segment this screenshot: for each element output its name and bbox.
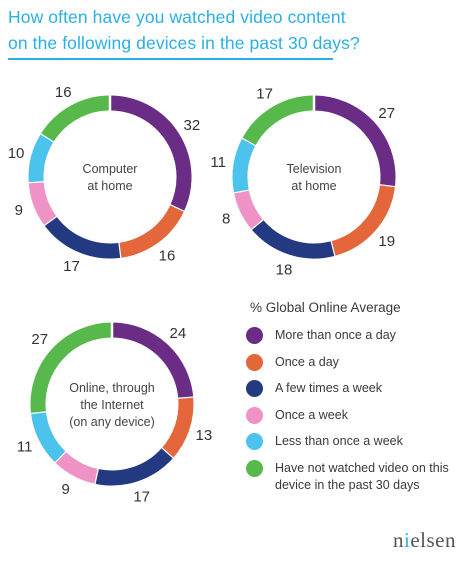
legend-swatch [246, 433, 263, 451]
donut-chart: 24 13 17 9 11 27 Online, through the Internet (o… [17, 321, 213, 505]
legend-swatch [246, 459, 263, 477]
donut-center-label: at home [87, 179, 132, 193]
slice-value-label: 24 [170, 325, 187, 342]
slice-value-label: 18 [276, 261, 293, 278]
donut-center-label: Online, through [69, 381, 155, 395]
legend-item: Less than once a week [246, 433, 471, 451]
slice-value-label: 9 [15, 202, 23, 219]
donut-center-label: Television [287, 162, 342, 176]
legend-label: A few times a week [275, 381, 382, 396]
legend-label: Have not watched video on this device in… [275, 460, 449, 492]
slice-value-label: 16 [55, 84, 72, 101]
donut-slice [233, 189, 263, 229]
donut-slice [242, 95, 315, 146]
donut-slice [313, 95, 396, 188]
donut-slice [30, 322, 113, 413]
slice-value-label: 17 [63, 258, 80, 275]
chart-title-line-2: on the following devices in the past 30 … [8, 33, 360, 53]
legend-title: % Global Online Average [250, 300, 401, 315]
donut-slice [111, 322, 194, 400]
chart-title-line-1: How often have you watched video content [8, 7, 346, 27]
donut-slice [330, 185, 395, 256]
legend-swatch [246, 353, 263, 371]
legend-item: Have not watched video on this device in… [246, 459, 471, 494]
slice-value-label: 17 [133, 488, 150, 505]
slice-value-label: 8 [222, 210, 230, 227]
donut-chart: 27 19 18 8 11 17 Television at home [210, 86, 397, 278]
donut-chart: 32 16 17 9 10 16 Computer at home [8, 84, 201, 275]
donut-slice [30, 410, 66, 463]
donut-slice [161, 397, 194, 459]
slice-value-label: 10 [8, 145, 25, 162]
logo-accent-letter: i [404, 528, 411, 552]
slice-value-label: 27 [31, 331, 48, 348]
donut-slice [44, 215, 121, 259]
slice-value-label: 11 [17, 438, 33, 455]
legend-label: Less than once a week [275, 434, 403, 449]
donut-slice [28, 180, 57, 225]
slice-value-label: 13 [196, 427, 213, 444]
legend-label: Once a day [275, 354, 339, 369]
donut-slice [109, 95, 192, 212]
legend-item: Once a day [246, 353, 471, 371]
slice-value-label: 19 [378, 233, 395, 250]
legend-label: Once a week [275, 407, 348, 422]
donut-center-label: Computer [83, 162, 138, 176]
donut-center-label: at home [291, 179, 336, 193]
donut-slice [232, 137, 256, 193]
donut-center-label: (on any device) [69, 415, 154, 429]
slice-separator [116, 241, 122, 260]
donut-slice [28, 133, 55, 183]
nielsen-logo: nielsen [393, 528, 456, 552]
title-underline [8, 58, 333, 60]
donut-slice [41, 95, 111, 142]
donut-center-label: the Internet [80, 398, 144, 412]
slice-value-label: 9 [62, 481, 70, 498]
legend-item: Once a week [246, 406, 471, 424]
legend-swatch [246, 406, 263, 424]
slice-value-label: 17 [256, 86, 273, 103]
donut-slice [118, 205, 184, 258]
donut-slice [54, 451, 98, 484]
slice-value-label: 32 [184, 117, 201, 134]
legend-items: More than once a day Once a day A few time… [246, 327, 471, 494]
legend-swatch [246, 380, 263, 398]
legend-item: More than once a day [246, 327, 471, 344]
donut-slice [251, 219, 335, 259]
slice-value-label: 11 [210, 154, 226, 171]
chart-title: How often have you watched video content… [8, 4, 448, 56]
legend-label: More than once a day [275, 328, 396, 342]
legend-item: A few times a week [246, 380, 471, 398]
legend: % Global Online Average More than once a… [246, 300, 471, 504]
slice-value-label: 16 [159, 247, 176, 264]
slice-value-label: 27 [378, 105, 395, 122]
donut-slice [94, 448, 173, 486]
legend-swatch [246, 327, 263, 344]
